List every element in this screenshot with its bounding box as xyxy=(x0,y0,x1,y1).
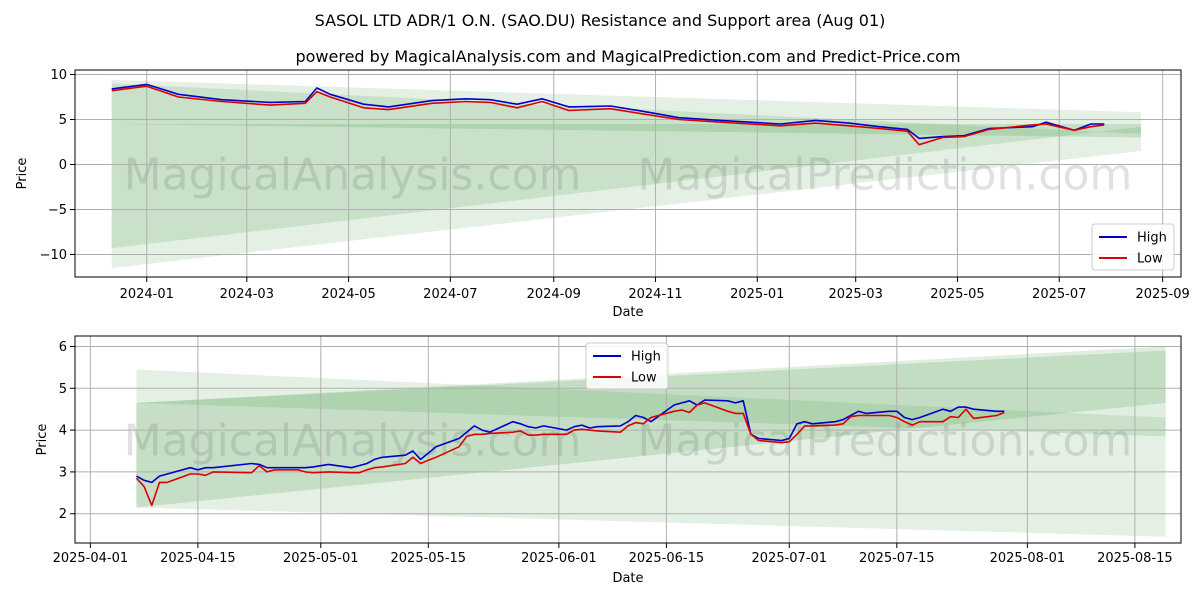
y-axis-label: Price xyxy=(35,424,50,456)
x-tick-label: 2025-01 xyxy=(730,287,784,302)
x-tick-label: 2024-11 xyxy=(628,287,682,302)
plot-frame xyxy=(74,335,1182,544)
x-tick-label: 2024-07 xyxy=(423,287,477,302)
x-tick-label: 2025-07 xyxy=(1032,287,1086,302)
y-axis-label: Price xyxy=(15,158,30,190)
x-axis-label: Date xyxy=(612,571,643,586)
x-tick-label: 2025-07-01 xyxy=(752,551,828,566)
x-tick-label: 2024-05 xyxy=(321,287,375,302)
y-tick-label: 0 xyxy=(59,158,67,173)
chart-subtitle: powered by MagicalAnalysis.com and Magic… xyxy=(295,47,960,66)
x-tick-label: 2025-06-01 xyxy=(521,551,597,566)
series-line-low xyxy=(135,402,1005,507)
x-tick-label: 2024-01 xyxy=(120,287,174,302)
y-tick-label: 3 xyxy=(59,465,67,480)
x-tick-label: 2025-06-15 xyxy=(629,551,705,566)
legend-label-high: High xyxy=(1137,231,1167,246)
x-tick-label: 2025-05 xyxy=(930,287,984,302)
watermark-text: MagicalAnalysis.com MagicalPrediction.co… xyxy=(124,416,1133,467)
y-tick-label: 10 xyxy=(50,68,67,83)
bottom-panel: MagicalAnalysis.com MagicalPrediction.co… xyxy=(35,335,1182,586)
y-tick-label: 5 xyxy=(59,113,67,128)
x-tick-label: 2025-05-01 xyxy=(283,551,359,566)
plot-frame xyxy=(74,69,1182,278)
top-panel: MagicalAnalysis.com MagicalPrediction.co… xyxy=(15,68,1190,320)
x-tick-label: 2025-03 xyxy=(829,287,883,302)
legend-label-high: High xyxy=(631,350,661,365)
support-resistance-band xyxy=(136,346,1166,437)
x-tick-label: 2025-04-01 xyxy=(53,551,129,566)
legend-label-low: Low xyxy=(631,371,657,386)
support-resistance-band xyxy=(111,83,1141,249)
y-tick-label: 6 xyxy=(59,340,67,355)
y-tick-label: 4 xyxy=(59,424,67,439)
series-line-high xyxy=(136,399,1005,484)
chart-title: SASOL LTD ADR/1 O.N. (SAO.DU) Resistance… xyxy=(315,11,886,30)
support-resistance-band xyxy=(136,350,1166,508)
x-tick-label: 2025-09 xyxy=(1135,287,1189,302)
x-tick-label: 2024-03 xyxy=(220,287,274,302)
x-tick-label: 2025-05-15 xyxy=(391,551,467,566)
x-tick-label: 2025-07-15 xyxy=(859,551,935,566)
support-resistance-band xyxy=(136,369,1166,537)
watermark-text: MagicalAnalysis.com MagicalPrediction.co… xyxy=(124,150,1133,201)
y-tick-label: −5 xyxy=(48,203,67,218)
y-tick-label: 5 xyxy=(59,382,67,397)
x-tick-label: 2024-09 xyxy=(527,287,581,302)
x-tick-label: 2025-04-15 xyxy=(160,551,236,566)
x-tick-label: 2025-08-01 xyxy=(990,551,1066,566)
series-line-high xyxy=(111,83,1105,140)
x-tick-label: 2025-08-15 xyxy=(1097,551,1173,566)
legend-label-low: Low xyxy=(1137,252,1163,267)
y-tick-label: 2 xyxy=(59,507,67,522)
x-axis-label: Date xyxy=(612,305,643,320)
series-line-low xyxy=(111,85,1105,146)
y-tick-label: −10 xyxy=(40,248,67,263)
